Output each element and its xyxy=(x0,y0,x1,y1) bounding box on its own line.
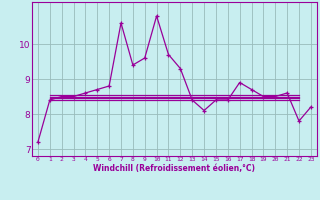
X-axis label: Windchill (Refroidissement éolien,°C): Windchill (Refroidissement éolien,°C) xyxy=(93,164,255,173)
